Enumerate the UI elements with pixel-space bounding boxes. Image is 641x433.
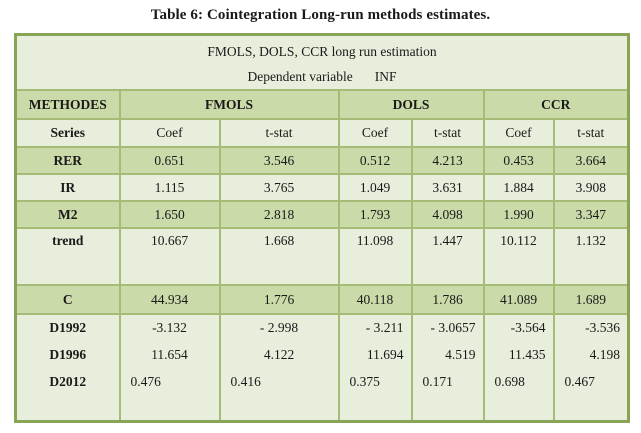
value-cell: -3.132 bbox=[118, 314, 221, 341]
value-cell: 11.435 bbox=[482, 341, 555, 368]
value-cell: 1.049 bbox=[337, 173, 413, 202]
row-label: RER bbox=[14, 146, 121, 175]
row-label: D1992 bbox=[14, 314, 121, 341]
value-cell: 10.667 bbox=[118, 227, 221, 286]
value-cell: 0.171 bbox=[410, 368, 485, 395]
series-header-row: Series Coef t-stat Coef t-stat Coef t-st… bbox=[14, 118, 630, 148]
value-cell: 1.115 bbox=[118, 173, 221, 202]
value-cell: 11.098 bbox=[337, 227, 413, 286]
value-cell: 10.112 bbox=[482, 227, 555, 286]
value-cell: 3.631 bbox=[410, 173, 485, 202]
value-cell: 0.651 bbox=[118, 146, 221, 175]
value-cell: -3.564 bbox=[482, 314, 555, 341]
row-label: M2 bbox=[14, 200, 121, 229]
value-cell: 4.213 bbox=[410, 146, 485, 175]
methods-header-row: METHODES FMOLS DOLS CCR bbox=[14, 89, 630, 120]
value-cell: 4.519 bbox=[410, 341, 485, 368]
value-cell: 1.776 bbox=[218, 284, 340, 315]
row-c: C 44.934 1.776 40.118 1.786 41.089 1.689 bbox=[14, 284, 630, 315]
row-label: C bbox=[14, 284, 121, 315]
empty-cell bbox=[118, 395, 221, 421]
col-header-tstat: t-stat bbox=[218, 118, 340, 148]
row-d2012: D2012 0.476 0.416 0.375 0.171 0.698 0.46… bbox=[14, 368, 630, 395]
value-cell: 0.416 bbox=[218, 368, 340, 395]
value-cell: 1.793 bbox=[337, 200, 413, 229]
value-cell: 3.546 bbox=[218, 146, 340, 175]
value-cell: 4.098 bbox=[410, 200, 485, 229]
dependent-variable-value: INF bbox=[374, 69, 397, 84]
empty-cell bbox=[482, 395, 555, 421]
row-ir: IR 1.115 3.765 1.049 3.631 1.884 3.908 bbox=[14, 173, 630, 202]
caption-line1: FMOLS, DOLS, CCR long run estimation bbox=[207, 44, 437, 59]
dependent-variable-label: Dependent variable bbox=[247, 69, 353, 84]
col-header-tstat: t-stat bbox=[410, 118, 485, 148]
value-cell: 0.512 bbox=[337, 146, 413, 175]
row-trend: trend 10.667 1.668 11.098 1.447 10.112 1… bbox=[14, 227, 630, 286]
col-header-coef: Coef bbox=[337, 118, 413, 148]
empty-cell bbox=[337, 395, 413, 421]
value-cell: 4.122 bbox=[218, 341, 340, 368]
row-label: D2012 bbox=[14, 368, 121, 395]
dols-group-header: DOLS bbox=[337, 89, 485, 120]
methodes-header-cell: METHODES bbox=[14, 89, 121, 120]
value-cell: 3.664 bbox=[552, 146, 630, 175]
col-header-coef: Coef bbox=[118, 118, 221, 148]
row-rer: RER 0.651 3.546 0.512 4.213 0.453 3.664 bbox=[14, 146, 630, 175]
value-cell: 3.765 bbox=[218, 173, 340, 202]
value-cell: 4.198 bbox=[552, 341, 630, 368]
caption-line2: Dependent variable INF bbox=[19, 64, 625, 88]
value-cell: 41.089 bbox=[482, 284, 555, 315]
empty-cell bbox=[14, 395, 121, 421]
row-m2: M2 1.650 2.818 1.793 4.098 1.990 3.347 bbox=[14, 200, 630, 229]
spacer-row bbox=[14, 395, 630, 421]
value-cell: 1.132 bbox=[552, 227, 630, 286]
cointegration-estimates-table: FMOLS, DOLS, CCR long run estimation Dep… bbox=[14, 33, 631, 423]
ccr-group-header: CCR bbox=[482, 89, 630, 120]
value-cell: 1.884 bbox=[482, 173, 555, 202]
empty-cell bbox=[410, 395, 485, 421]
value-cell: 0.375 bbox=[337, 368, 413, 395]
value-cell: 1.447 bbox=[410, 227, 485, 286]
value-cell: 1.650 bbox=[118, 200, 221, 229]
value-cell: 0.467 bbox=[552, 368, 630, 395]
row-label: trend bbox=[14, 227, 121, 286]
empty-cell bbox=[552, 395, 630, 421]
value-cell: - 3.211 bbox=[337, 314, 413, 341]
value-cell: 0.476 bbox=[118, 368, 221, 395]
value-cell: 0.453 bbox=[482, 146, 555, 175]
value-cell: 1.990 bbox=[482, 200, 555, 229]
col-header-tstat: t-stat bbox=[552, 118, 630, 148]
caption-cell: FMOLS, DOLS, CCR long run estimation Dep… bbox=[14, 33, 630, 91]
value-cell: 3.347 bbox=[552, 200, 630, 229]
value-cell: 11.694 bbox=[337, 341, 413, 368]
value-cell: 1.668 bbox=[218, 227, 340, 286]
row-label: D1996 bbox=[14, 341, 121, 368]
value-cell: 40.118 bbox=[337, 284, 413, 315]
value-cell: 1.689 bbox=[552, 284, 630, 315]
value-cell: -3.536 bbox=[552, 314, 630, 341]
series-header-cell: Series bbox=[14, 118, 121, 148]
value-cell: - 2.998 bbox=[218, 314, 340, 341]
row-d1996: D1996 11.654 4.122 11.694 4.519 11.435 4… bbox=[14, 341, 630, 368]
value-cell: 11.654 bbox=[118, 341, 221, 368]
value-cell: 1.786 bbox=[410, 284, 485, 315]
col-header-coef: Coef bbox=[482, 118, 555, 148]
value-cell: - 3.0657 bbox=[410, 314, 485, 341]
fmols-group-header: FMOLS bbox=[118, 89, 340, 120]
caption-row: FMOLS, DOLS, CCR long run estimation Dep… bbox=[14, 33, 630, 91]
empty-cell bbox=[218, 395, 340, 421]
table-title: Table 6: Cointegration Long-run methods … bbox=[150, 7, 491, 23]
value-cell: 0.698 bbox=[482, 368, 555, 395]
value-cell: 3.908 bbox=[552, 173, 630, 202]
value-cell: 44.934 bbox=[118, 284, 221, 315]
value-cell: 2.818 bbox=[218, 200, 340, 229]
row-d1992: D1992 -3.132 - 2.998 - 3.211 - 3.0657 -3… bbox=[14, 314, 630, 341]
row-label: IR bbox=[14, 173, 121, 202]
